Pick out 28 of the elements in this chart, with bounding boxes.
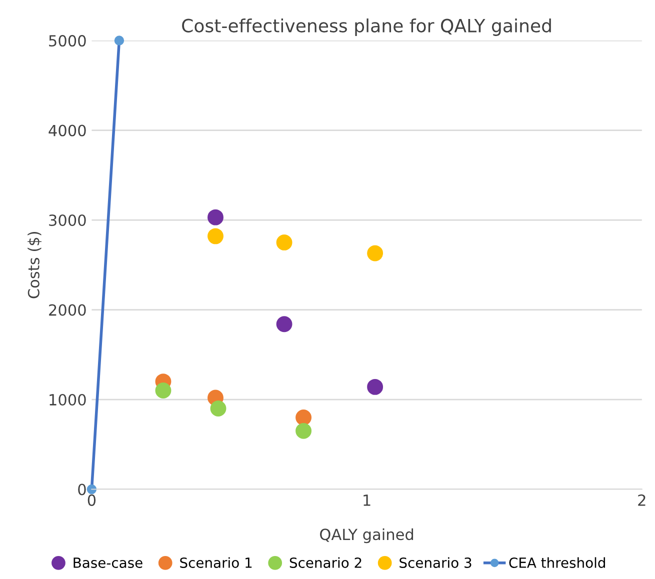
- legend-label: Base-case: [74, 558, 142, 568]
- x-tick-label: 1: [364, 494, 370, 506]
- x-tick-label: 2: [638, 494, 646, 506]
- x-axis-title: QALY gained: [320, 528, 414, 544]
- point: [114, 36, 124, 46]
- y-tick-label: 2000: [49, 304, 86, 316]
- y-tick-label: 0: [78, 484, 86, 496]
- x-tick-label: 0: [88, 494, 96, 506]
- point: [276, 316, 292, 332]
- legend-label: CEA threshold: [509, 557, 605, 568]
- point: [208, 209, 224, 226]
- y-tick-label: 1000: [50, 394, 86, 406]
- point: [367, 378, 384, 395]
- legend-label: Scenario 1: [180, 557, 252, 568]
- point: [155, 382, 172, 399]
- y-axis-title: Costs ($): [28, 232, 42, 298]
- point: [276, 234, 292, 250]
- point: [367, 245, 384, 262]
- chart-title: Cost-effectiveness plane for QALY gained: [182, 18, 551, 36]
- y-tick-label: 5000: [49, 34, 86, 47]
- y-tick-label: 3000: [49, 214, 86, 226]
- legend-label: Scenario 2: [290, 557, 362, 568]
- point: [296, 422, 312, 439]
- y-tick-label: 4000: [48, 124, 86, 136]
- point: [208, 228, 224, 244]
- point: [296, 409, 312, 426]
- legend-label: Scenario 3: [400, 557, 472, 568]
- point: [210, 400, 226, 416]
